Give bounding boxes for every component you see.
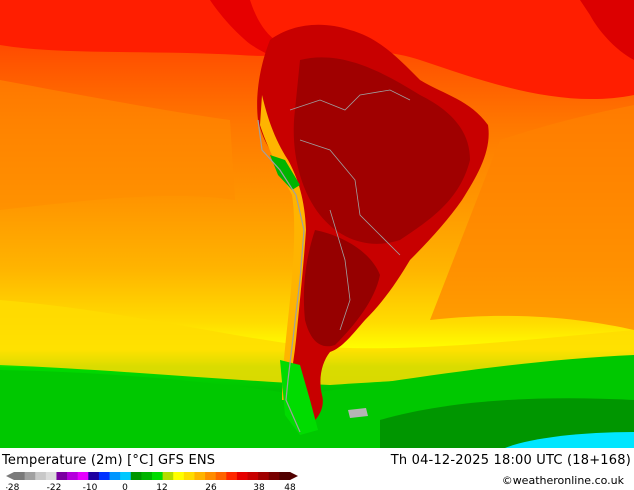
colorbar-swatch	[45, 472, 57, 480]
colorbar-swatch	[109, 472, 121, 480]
colorbar-tick-label: 26	[205, 483, 217, 490]
ocean-yellow-band	[0, 300, 634, 385]
amazon-hot-core	[293, 57, 470, 244]
colorbar-tick-label: 38	[253, 483, 265, 490]
colorbar-swatch	[77, 472, 89, 480]
colorbar-swatch	[67, 472, 79, 480]
colorbar-swatch	[56, 472, 68, 480]
andes-green-patch	[270, 155, 300, 190]
colorbar-swatch	[205, 472, 217, 480]
colorbar-swatch	[130, 472, 142, 480]
colorbar-swatch	[152, 472, 164, 480]
colorbar-tick-label: 48	[284, 483, 296, 490]
colorbar-swatch	[162, 472, 174, 480]
colorbar-swatch	[141, 472, 153, 480]
colorbar-swatch	[35, 472, 47, 480]
colorbar-swatch	[236, 472, 248, 480]
colorbar-left-arrow	[6, 472, 14, 480]
border-argentina	[329, 209, 351, 331]
falklands	[348, 408, 368, 418]
copyright-link[interactable]: ©weatheronline.co.uk	[501, 474, 624, 487]
colorbar-tick-label: 0	[122, 483, 128, 490]
colorbar-swatch	[173, 472, 185, 480]
colorbar-swatch	[247, 472, 259, 480]
colorbar-swatch	[14, 472, 26, 480]
colorbar-tick-label: -28	[6, 483, 20, 490]
ocean-orange-east	[430, 105, 634, 330]
temperature-map	[0, 0, 634, 448]
colorbar-swatch	[268, 472, 280, 480]
ocean-cyan	[505, 432, 634, 448]
colorbar-swatch	[24, 472, 36, 480]
colorbar-swatch	[258, 472, 270, 480]
colorbar-swatch	[120, 472, 132, 480]
colorbar-tick-label: -10	[83, 483, 98, 490]
ocean-orange-west	[0, 80, 235, 210]
colorbar-swatch	[88, 472, 100, 480]
pampas-hot	[303, 230, 380, 347]
border-brazil	[299, 139, 401, 256]
coastline-pacific	[257, 119, 305, 433]
colorbar-tick-label: -22	[47, 483, 62, 490]
colorbar-swatch	[98, 472, 110, 480]
patagonia-cool	[280, 360, 318, 435]
colorbar-swatch	[279, 472, 291, 480]
colorbar-right-arrow	[290, 472, 298, 480]
colorbar-swatch	[226, 472, 238, 480]
caribbean-island	[580, 0, 634, 60]
border-andean	[289, 89, 411, 111]
map-footer: Temperature (2m) [°C] GFS ENS Th 04-12-2…	[0, 448, 634, 490]
colorbar-tick-label: 12	[156, 483, 167, 490]
colorbar-swatch	[183, 472, 195, 480]
valid-time: Th 04-12-2025 18:00 UTC (18+168)	[390, 453, 631, 468]
colorbar-swatch	[194, 472, 206, 480]
map-title: Temperature (2m) [°C] GFS ENS	[2, 453, 216, 468]
colorbar-swatch	[215, 472, 227, 480]
temperature-colorbar: -28 -22 -10 0 12 26 38 48	[6, 472, 298, 490]
